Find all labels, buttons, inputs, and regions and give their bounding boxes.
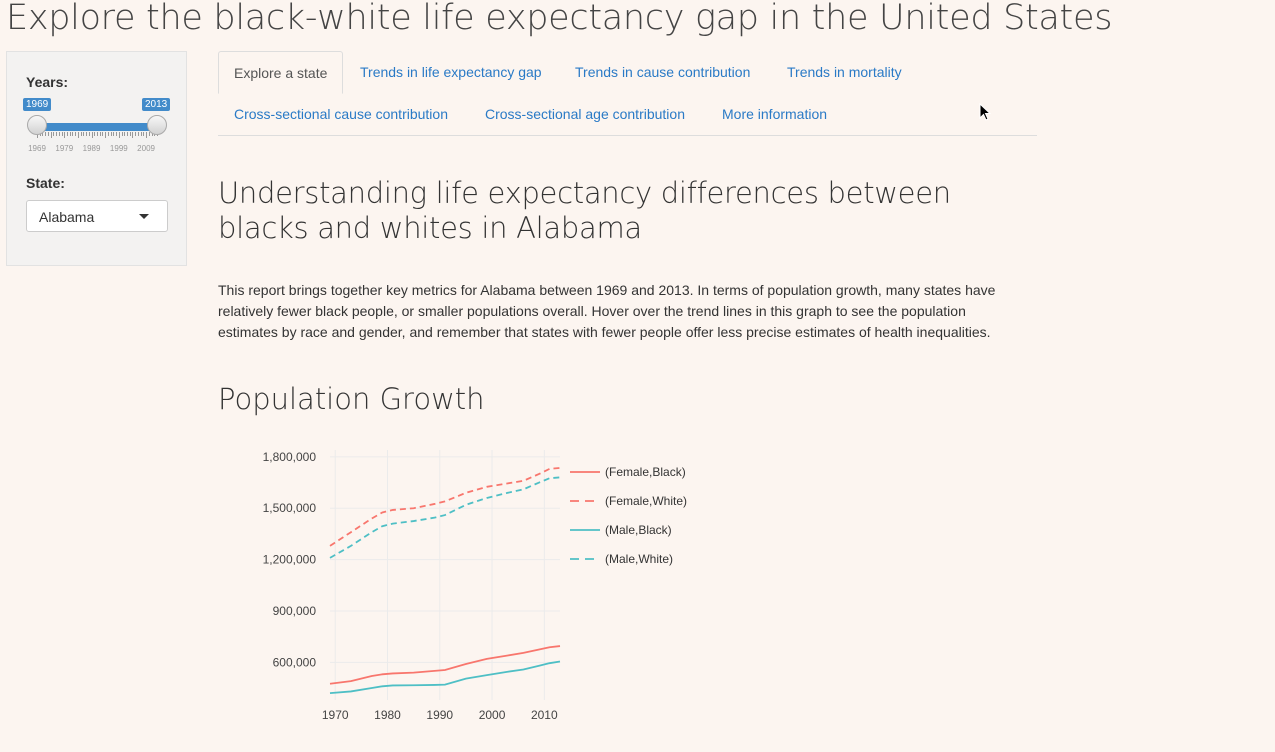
x-tick-label: 2010 bbox=[531, 708, 558, 722]
slider-tick bbox=[116, 132, 118, 136]
state-select[interactable]: Alabama bbox=[26, 200, 168, 232]
years-label: Years: bbox=[26, 74, 69, 90]
slider-tick bbox=[107, 132, 109, 136]
slider-tick bbox=[140, 132, 142, 136]
slider-tick bbox=[88, 132, 90, 136]
slider-tick bbox=[53, 132, 55, 136]
slider-tick bbox=[110, 132, 112, 136]
population-growth-chart[interactable]: 600,000 900,000 1,200,000 1,500,000 1,800,00… bbox=[230, 440, 730, 730]
slider-tick bbox=[56, 132, 58, 136]
x-tick-label: 1970 bbox=[322, 708, 349, 722]
slider-tick-label: 1999 bbox=[109, 144, 128, 153]
slider-tick-label: 1989 bbox=[82, 144, 101, 153]
slider-tick bbox=[127, 132, 128, 136]
slider-tick bbox=[75, 132, 77, 136]
slider-tick bbox=[58, 132, 60, 136]
slider-tick bbox=[129, 132, 131, 136]
slider-tick bbox=[143, 132, 145, 136]
caret-down-icon bbox=[139, 214, 149, 219]
slider-tick bbox=[45, 132, 47, 136]
slider-tick bbox=[83, 132, 85, 136]
slider-ticks bbox=[37, 132, 158, 138]
slider-tick bbox=[37, 132, 38, 138]
series-line[interactable] bbox=[329, 660, 561, 695]
state-label: State: bbox=[26, 175, 65, 191]
slider-tick bbox=[124, 132, 126, 136]
slider-tick bbox=[91, 132, 93, 138]
x-tick-label: 2000 bbox=[479, 708, 506, 722]
legend-label: (Male,White) bbox=[605, 552, 673, 566]
series-line[interactable] bbox=[329, 467, 561, 547]
slider-tick bbox=[148, 132, 150, 136]
tab-trends-in-life-expectancy-gap[interactable]: Trends in life expectancy gap bbox=[360, 64, 542, 80]
slider-tick bbox=[94, 132, 96, 136]
slider-tick bbox=[47, 132, 49, 136]
series-line[interactable] bbox=[329, 645, 561, 685]
slider-tick bbox=[67, 132, 68, 136]
tab-more-information[interactable]: More information bbox=[722, 106, 828, 122]
slider-tick bbox=[77, 132, 79, 138]
legend-label: (Female,Black) bbox=[605, 465, 686, 479]
tab-trends-in-mortality[interactable]: Trends in mortality bbox=[787, 64, 902, 80]
slider-tick bbox=[113, 132, 115, 136]
series-line[interactable] bbox=[329, 476, 561, 559]
legend-label: (Male,Black) bbox=[605, 523, 672, 537]
sidebar-panel: Years: 1969 2013 1969 1979 1989 1999 2009 St… bbox=[6, 51, 187, 266]
tab-explore-a-state[interactable]: Explore a state bbox=[218, 51, 344, 94]
legend-label: (Female,White) bbox=[605, 494, 687, 508]
slider-tick bbox=[64, 132, 66, 138]
tab-trends-in-cause-contribution[interactable]: Trends in cause contribution bbox=[575, 64, 751, 80]
slider-tick bbox=[105, 132, 107, 138]
slider-tick bbox=[135, 132, 137, 136]
x-tick-label: 1980 bbox=[374, 708, 401, 722]
tab-bar: Explore a state Trends in life expectanc… bbox=[218, 51, 1037, 136]
y-tick-label: 1,200,000 bbox=[263, 553, 317, 567]
slider-tick bbox=[132, 132, 134, 138]
y-tick-label: 900,000 bbox=[273, 604, 317, 618]
slider-tick bbox=[99, 132, 101, 136]
state-select-value: Alabama bbox=[39, 209, 95, 225]
slider-tick bbox=[61, 132, 63, 136]
slider-tick bbox=[42, 132, 44, 136]
mouse-cursor-icon bbox=[979, 103, 992, 121]
slider-tick bbox=[102, 132, 104, 136]
slider-min-badge: 1969 bbox=[23, 98, 52, 111]
tab-cross-sectional-cause-contribution[interactable]: Cross-sectional cause contribution bbox=[234, 106, 448, 122]
slider-tick-label: 1969 bbox=[28, 144, 46, 153]
slider-max-badge: 2013 bbox=[142, 98, 171, 111]
y-tick-label: 1,800,000 bbox=[263, 450, 317, 464]
slider-range-fill[interactable] bbox=[37, 123, 157, 131]
slider-tick bbox=[146, 132, 148, 138]
app-title: Explore the black-white life expectancy … bbox=[6, 0, 1113, 38]
slider-tick bbox=[72, 132, 74, 136]
tab-cross-sectional-age-contribution[interactable]: Cross-sectional age contribution bbox=[485, 106, 685, 122]
slider-tick bbox=[121, 132, 123, 136]
slider-tick bbox=[97, 132, 98, 136]
slider-tick-label: 1979 bbox=[55, 144, 74, 153]
x-tick-label: 1990 bbox=[426, 708, 453, 722]
slider-tick bbox=[86, 132, 88, 136]
slider-tick bbox=[50, 132, 52, 138]
slider-tick bbox=[137, 132, 139, 136]
slider-tick bbox=[118, 132, 120, 138]
y-tick-label: 600,000 bbox=[273, 655, 317, 669]
slider-tick bbox=[80, 132, 82, 136]
slider-tick-label: 2009 bbox=[137, 144, 155, 153]
y-tick-label: 1,500,000 bbox=[263, 501, 317, 515]
chart-title: Population Growth bbox=[218, 382, 485, 416]
slider-max-handle[interactable] bbox=[147, 115, 167, 135]
section-title: Understanding life expectancy difference… bbox=[218, 176, 951, 245]
intro-paragraph: This report brings together key metrics … bbox=[218, 282, 996, 340]
slider-tick bbox=[69, 132, 71, 136]
slider-min-handle[interactable] bbox=[27, 115, 47, 135]
